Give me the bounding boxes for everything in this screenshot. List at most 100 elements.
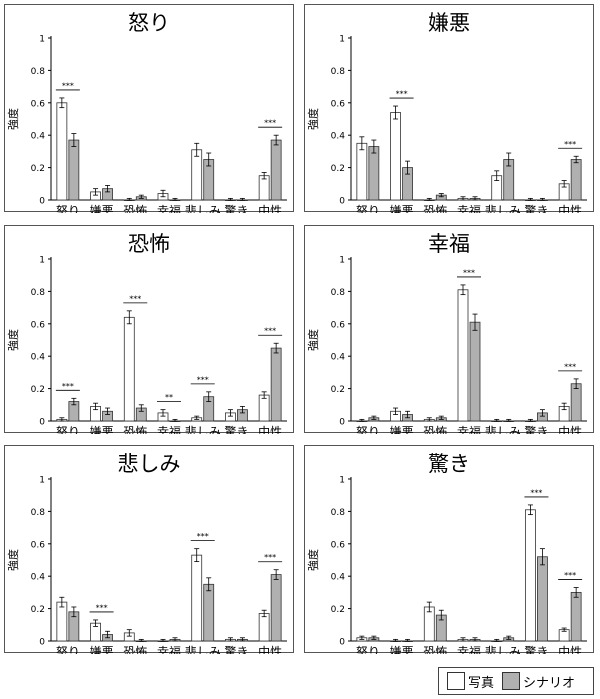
bar-scenario (270, 574, 282, 642)
bar-photo (56, 102, 68, 201)
x-tick-label: 嫌悪 (390, 204, 414, 213)
x-tick-label: 恐怖 (123, 203, 147, 213)
significance-label: *** (96, 603, 108, 612)
bar-scenario (270, 347, 282, 422)
significance-label: *** (564, 362, 576, 371)
x-tick-label: 悲しみ (185, 424, 221, 434)
y-tick-label: 0.6 (331, 99, 346, 109)
y-tick-label: 1 (39, 476, 45, 486)
bar-scenario (368, 146, 380, 201)
x-tick-label: 幸福 (157, 644, 181, 654)
significance-label: *** (463, 268, 475, 277)
bar-scenario (570, 383, 582, 422)
y-tick-label: 0.8 (331, 288, 346, 298)
y-tick-label: 1 (339, 256, 345, 266)
y-tick-label: 0.4 (31, 573, 46, 583)
y-tick-label: 1 (339, 35, 345, 45)
y-tick-label: 1 (39, 256, 45, 266)
legend-swatch-photo (447, 672, 465, 690)
x-tick-label: 悲しみ (485, 424, 521, 434)
y-tick-label: 1 (39, 35, 45, 45)
y-tick-label: 0.4 (331, 132, 346, 142)
y-tick-label: 0 (339, 638, 345, 648)
y-tick-label: 0.2 (31, 385, 45, 395)
x-tick-label: 幸福 (457, 424, 481, 434)
significance-label: *** (62, 81, 74, 90)
y-tick-label: 1 (339, 476, 345, 486)
x-tick-label: 恐怖 (123, 424, 147, 434)
chart-panel: 0 0.2 0.4 0.6 0.8 1 強度 怒り 嫌悪 恐怖 幸福 悲しみ 驚き 中性 *** *** 驚き (304, 445, 594, 654)
bar-photo (258, 394, 270, 422)
bar-photo (525, 509, 536, 642)
significance-label: *** (197, 375, 209, 384)
chart-panel: 0 0.2 0.4 0.6 0.8 1 強度 怒り 嫌悪 恐怖 幸福 悲しみ 驚き 中性 *** *** 嫌悪 (304, 4, 594, 213)
y-axis-label: 強度 (6, 108, 20, 130)
x-tick-label: 驚き (224, 644, 248, 654)
chart-title: 嫌悪 (428, 11, 470, 35)
x-tick-label: 嫌悪 (390, 425, 414, 434)
x-tick-label: 悲しみ (185, 203, 221, 213)
y-tick-label: 0.2 (31, 605, 45, 615)
y-axis-label: 強度 (306, 108, 320, 130)
x-tick-label: 怒り (56, 424, 80, 434)
bar-photo (56, 601, 68, 642)
bar-scenario (270, 139, 282, 201)
bar-photo (191, 149, 203, 201)
x-tick-label: 恐怖 (423, 424, 447, 434)
x-tick-label: 中性 (258, 203, 282, 213)
bar-scenario (570, 159, 582, 201)
x-tick-label: 幸福 (157, 424, 181, 434)
bar-photo (356, 142, 368, 201)
y-axis-label: 強度 (306, 549, 320, 571)
bar-scenario (68, 139, 80, 201)
significance-label: *** (396, 90, 408, 99)
chart-title: 悲しみ (117, 452, 181, 476)
significance-label: *** (264, 553, 276, 562)
y-tick-label: 0 (39, 418, 45, 428)
x-tick-label: 怒り (356, 424, 380, 434)
y-tick-label: 0.4 (31, 353, 46, 363)
y-tick-label: 0.6 (331, 320, 346, 330)
significance-label: *** (62, 382, 74, 391)
y-axis-label: 強度 (6, 549, 20, 571)
x-tick-label: 驚き (524, 203, 548, 213)
y-tick-label: 0.8 (331, 508, 346, 518)
bar-photo (258, 613, 270, 642)
x-tick-label: 怒り (356, 203, 380, 213)
chart-title: 怒り (128, 11, 170, 35)
y-tick-label: 0.4 (331, 353, 346, 363)
y-tick-label: 0.2 (331, 385, 345, 395)
legend: 写真 シナリオ (438, 667, 594, 695)
legend-label-photo: 写真 (468, 675, 495, 691)
x-tick-label: 中性 (558, 424, 582, 434)
bar-photo (123, 316, 135, 422)
x-tick-label: 悲しみ (185, 644, 221, 654)
x-tick-label: 幸福 (457, 203, 481, 213)
significance-label: *** (564, 140, 576, 149)
x-tick-label: 幸福 (457, 644, 481, 654)
y-tick-label: 0.6 (31, 320, 46, 330)
y-tick-label: 0.4 (31, 132, 46, 142)
x-tick-label: 悲しみ (485, 203, 521, 213)
x-tick-label: 驚き (224, 424, 248, 434)
y-tick-label: 0.2 (31, 164, 45, 174)
chart-panel: 0 0.2 0.4 0.6 0.8 1 強度 怒り 嫌悪 恐怖 幸福 悲しみ 驚き 中性 *** *** 怒り (4, 4, 294, 213)
x-tick-label: 中性 (558, 644, 582, 654)
y-tick-label: 0.8 (31, 288, 46, 298)
chart-panel: 0 0.2 0.4 0.6 0.8 1 強度 怒り 嫌悪 恐怖 幸福 悲しみ 驚き 中性 *** *** 幸福 (304, 225, 594, 434)
y-axis-label: 強度 (6, 329, 20, 351)
legend-swatch-scenario (502, 672, 521, 690)
x-tick-label: 嫌悪 (90, 204, 114, 213)
y-tick-label: 0.8 (31, 508, 46, 518)
bar-scenario (537, 556, 548, 642)
y-tick-label: 0 (339, 197, 345, 207)
chart-title: 驚き (428, 452, 470, 476)
x-tick-label: 悲しみ (485, 644, 521, 654)
chart-title: 恐怖 (128, 232, 170, 256)
legend-label-scenario: シナリオ (523, 675, 576, 691)
